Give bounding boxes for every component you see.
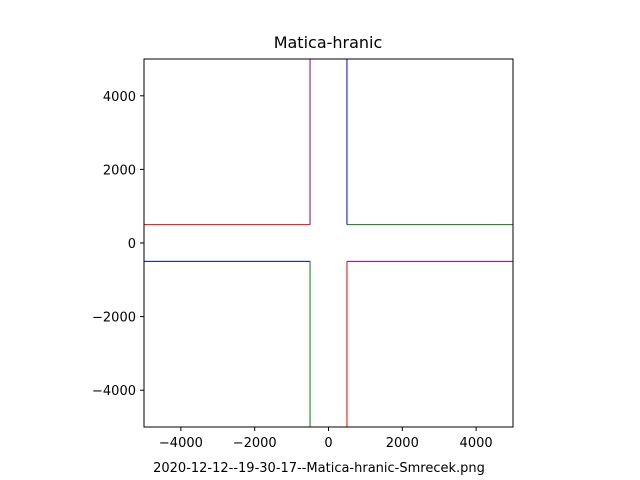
y-tick-label: −4000: [92, 384, 136, 399]
y-tick-label: 4000: [103, 90, 136, 105]
y-tick-label: −2000: [92, 311, 136, 326]
x-tick-label: −4000: [159, 436, 203, 451]
x-axis: −4000 −2000 0 2000 4000: [159, 427, 493, 451]
x-tick-label: 2000: [386, 436, 419, 451]
x-tick-label: −2000: [233, 436, 277, 451]
y-tick-label: 2000: [103, 163, 136, 178]
y-axis: −4000 −2000 0 2000 4000: [92, 90, 144, 399]
chart-title: Matica-hranic: [274, 33, 383, 52]
y-tick-label: 0: [128, 237, 136, 252]
x-tick-label: 4000: [460, 436, 493, 451]
plot-area-frame: [143, 58, 514, 428]
x-tick-label: 0: [324, 436, 332, 451]
x-axis-label: 2020-12-12--19-30-17--Matica-hranic-Smre…: [153, 461, 485, 476]
plot-lines: [144, 59, 513, 427]
